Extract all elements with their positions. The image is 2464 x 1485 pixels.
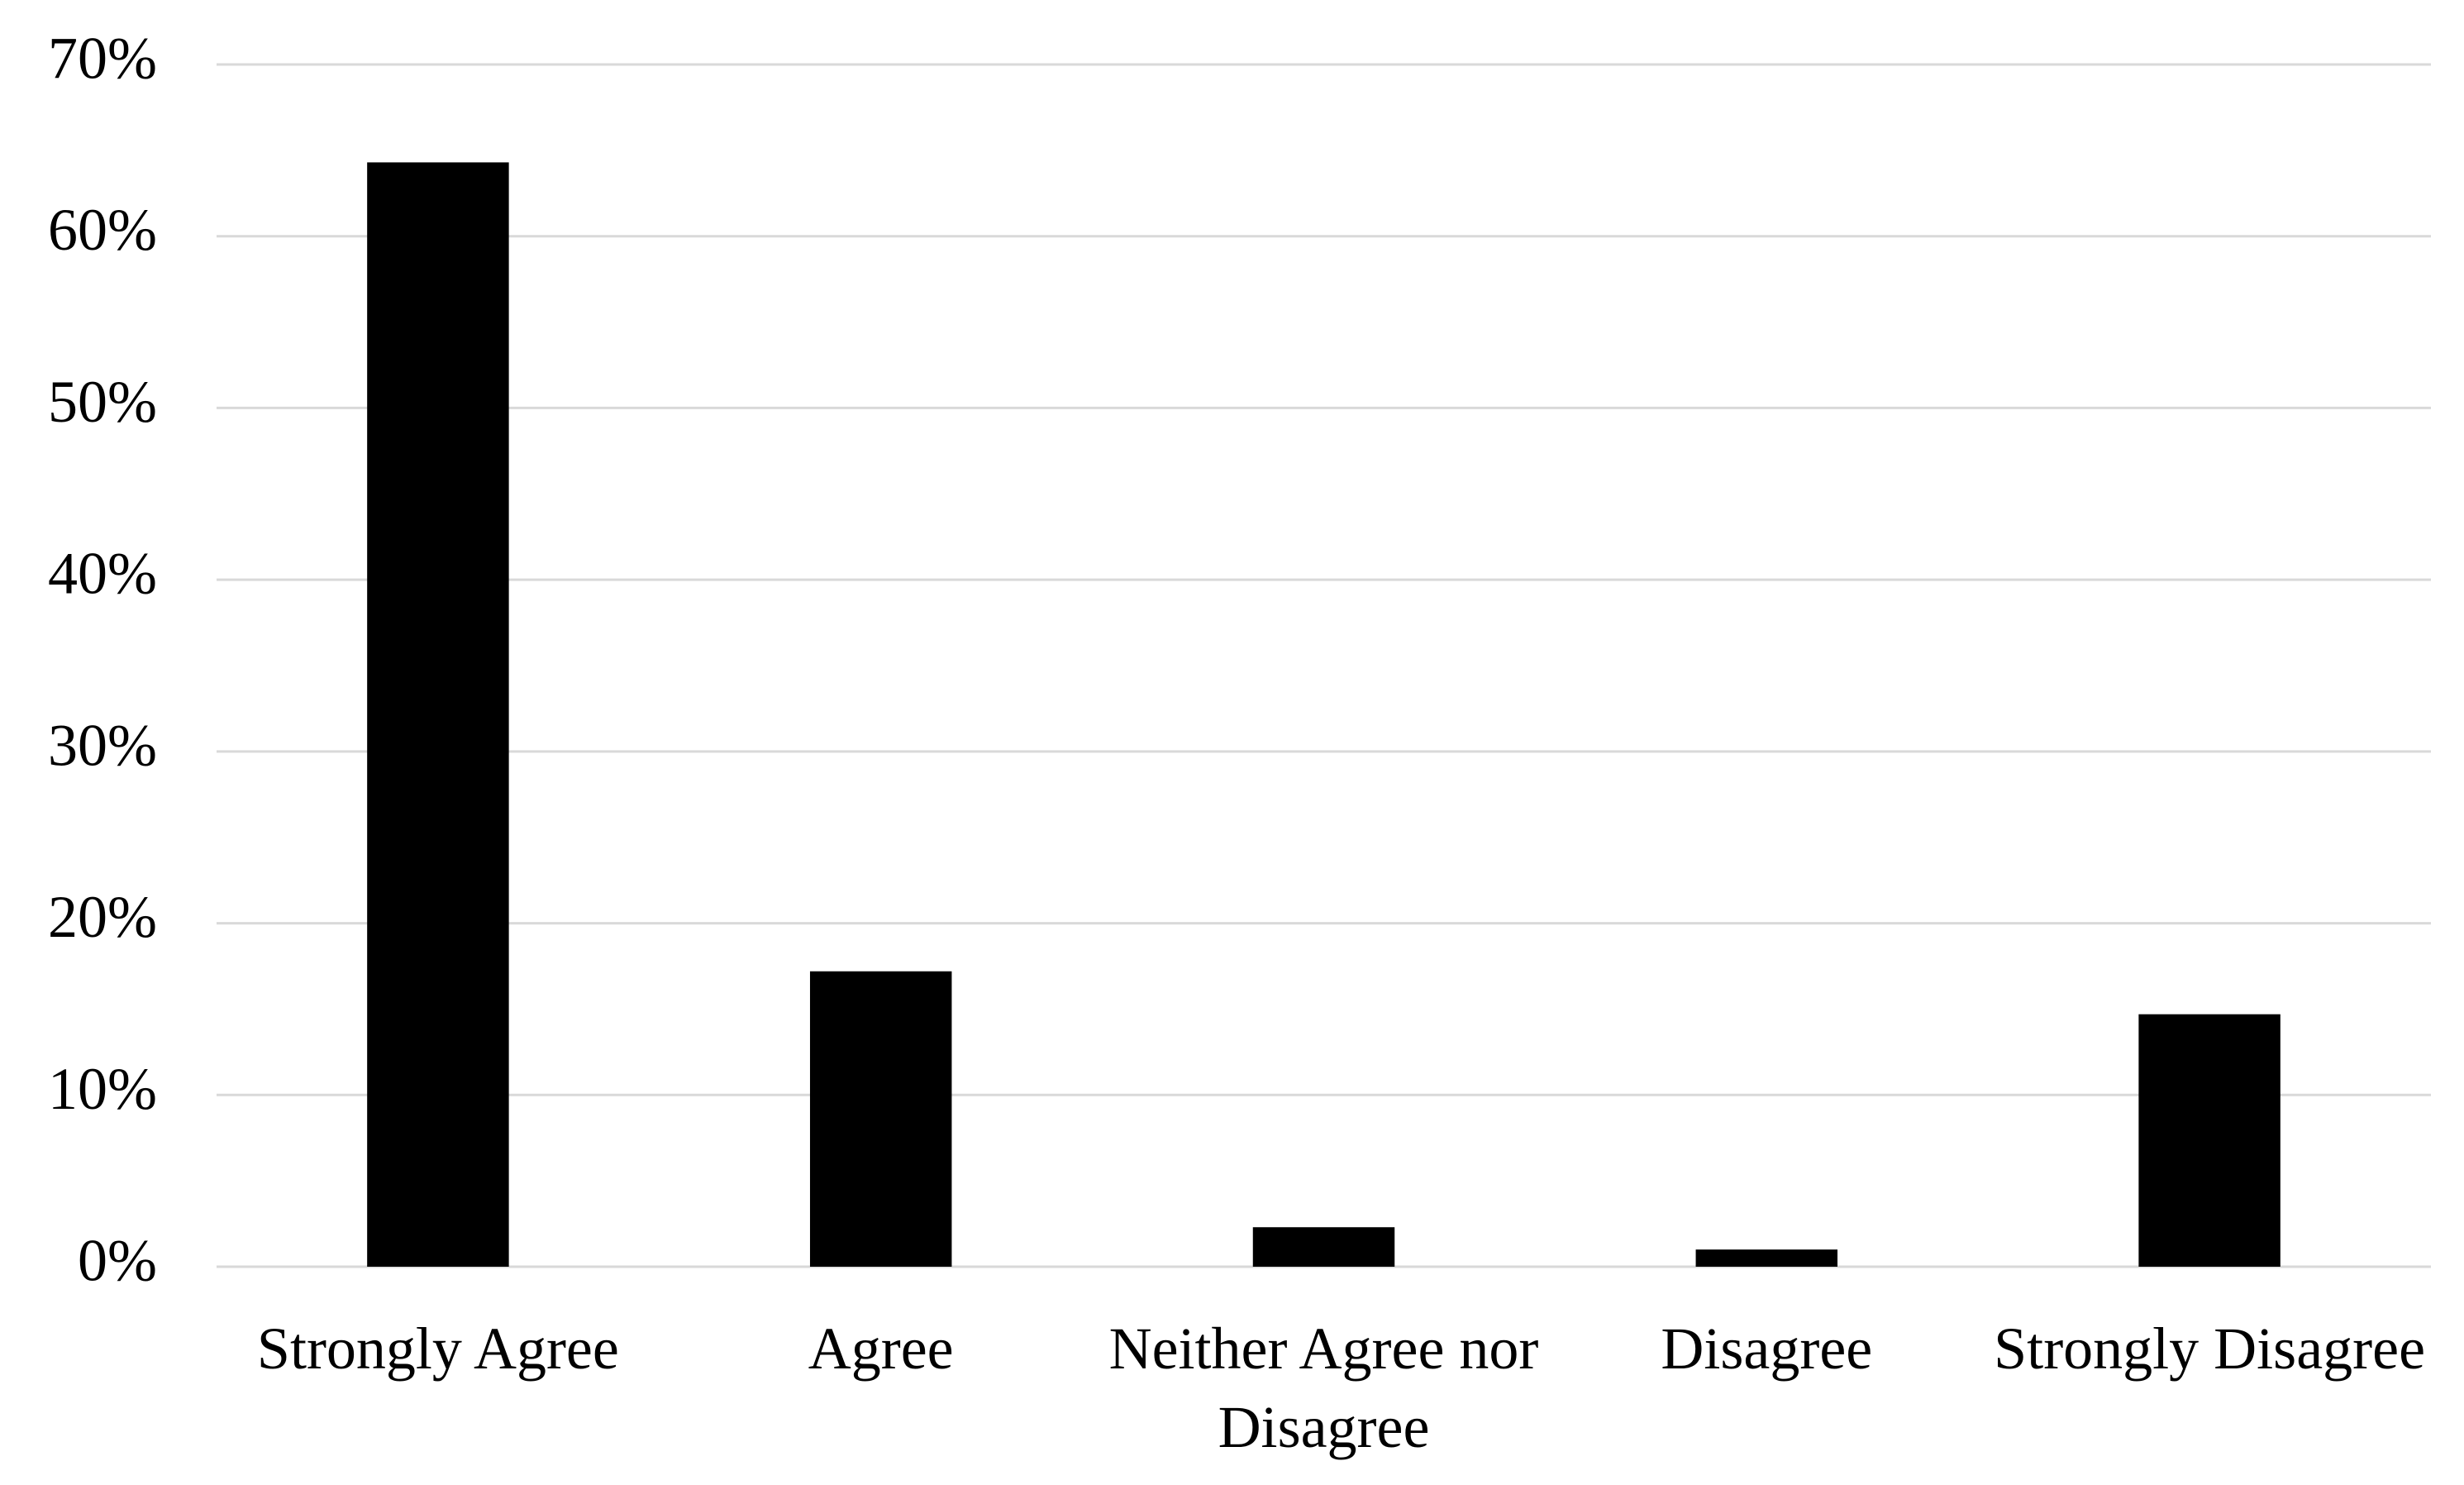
bar	[1252, 1227, 1395, 1267]
x-tick-label: Neither Agree nor Disagree	[1108, 1315, 1539, 1460]
x-tick-label: Disagree	[1661, 1315, 1873, 1382]
y-tick-label: 30%	[48, 712, 157, 778]
x-tick-label: Strongly Agree	[256, 1315, 619, 1382]
bar	[2138, 1014, 2281, 1267]
bar	[367, 162, 509, 1268]
y-tick-label: 70%	[48, 26, 157, 92]
y-tick-label: 10%	[48, 1056, 157, 1122]
y-tick-label: 20%	[48, 884, 157, 950]
x-tick-label: Agree	[808, 1315, 954, 1382]
y-tick-label: 50%	[48, 369, 157, 435]
bar	[1695, 1249, 1838, 1267]
x-tick-label: Strongly Disagree	[1994, 1315, 2426, 1382]
y-tick-label: 0%	[78, 1228, 157, 1294]
y-tick-label: 60%	[48, 197, 157, 263]
y-tick-label: 40%	[48, 541, 157, 607]
bar	[809, 971, 952, 1267]
